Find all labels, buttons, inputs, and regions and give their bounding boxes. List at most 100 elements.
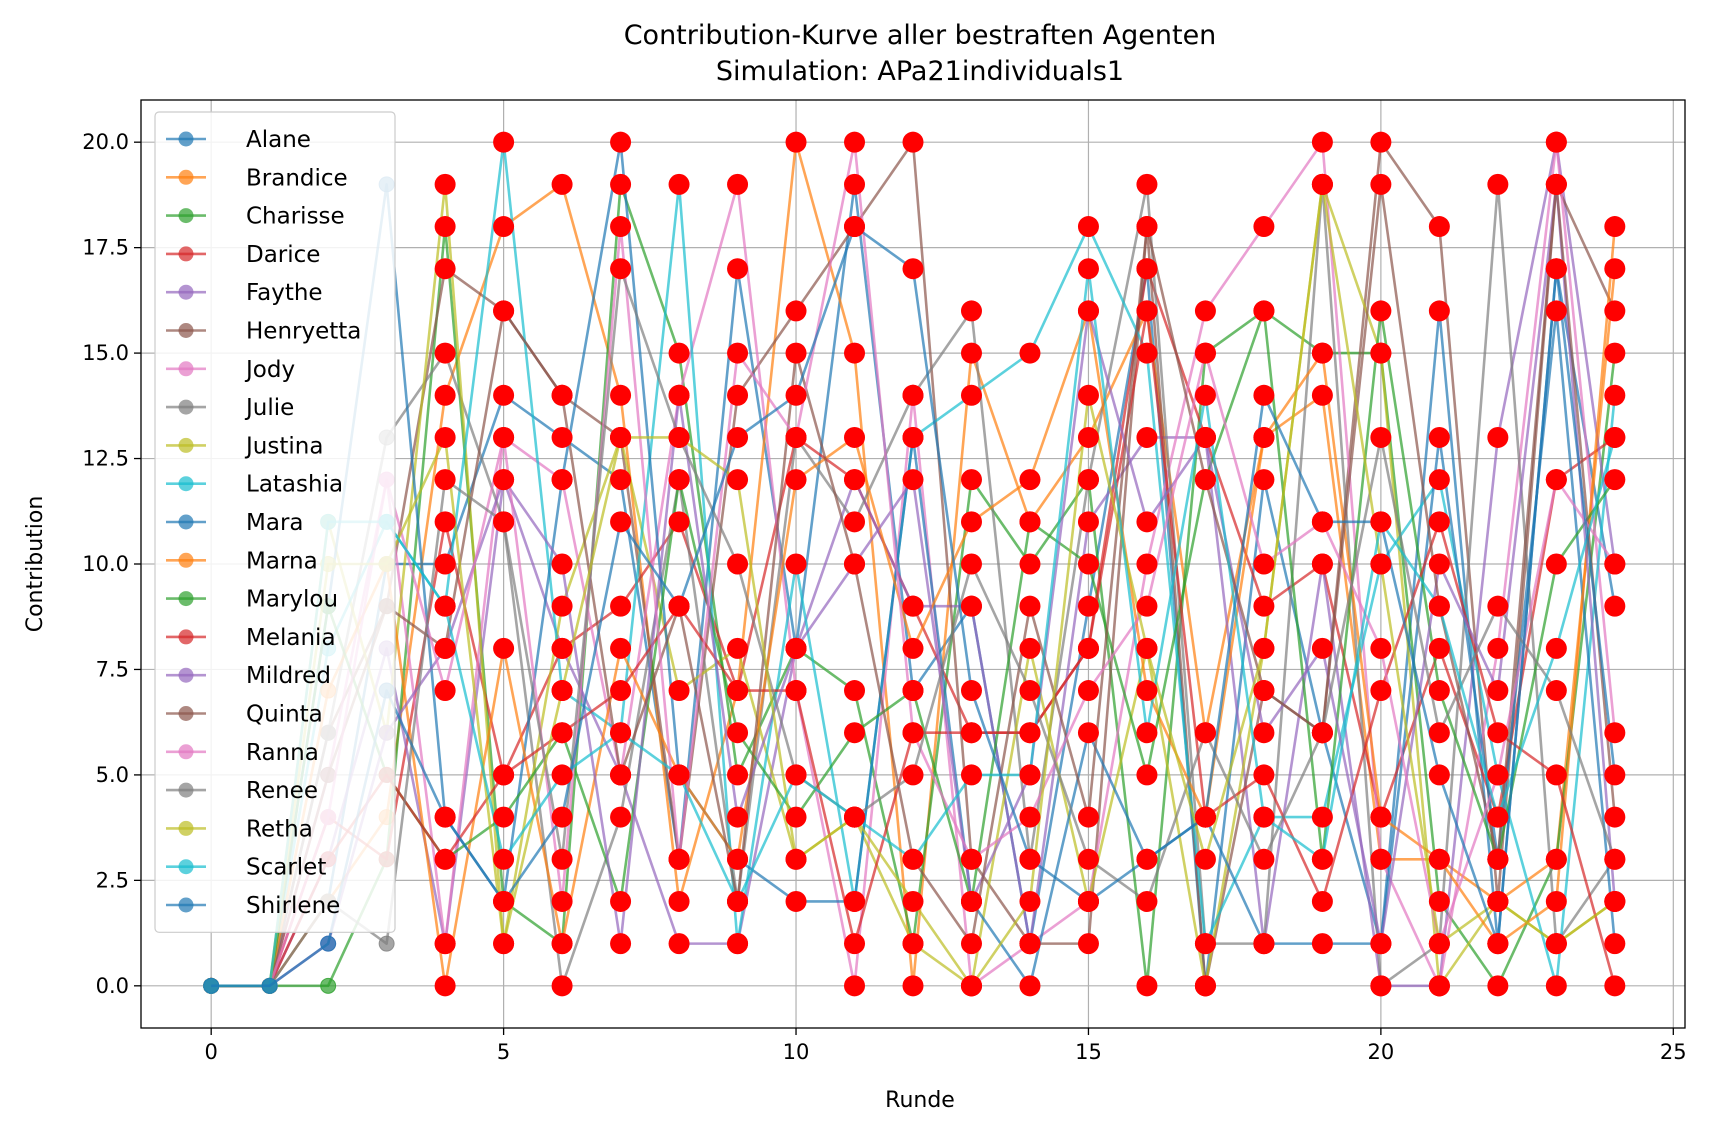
- punishment-marker: [1487, 426, 1509, 448]
- punishment-marker: [1019, 806, 1041, 828]
- punishment-marker: [610, 384, 632, 406]
- y-tick-label: 15.0: [82, 341, 129, 365]
- punishment-marker: [727, 258, 749, 280]
- punishment-markers: [434, 131, 1626, 997]
- punishment-marker: [551, 469, 573, 491]
- punishment-marker: [1604, 848, 1626, 870]
- legend-marker: [178, 284, 194, 300]
- punishment-marker: [1019, 511, 1041, 533]
- punishment-marker: [1019, 722, 1041, 744]
- punishment-marker: [434, 595, 456, 617]
- punishment-marker: [551, 426, 573, 448]
- punishment-marker: [960, 848, 982, 870]
- punishment-marker: [1311, 848, 1333, 870]
- punishment-marker: [610, 511, 632, 533]
- legend-marker: [178, 744, 194, 760]
- punishment-marker: [902, 848, 924, 870]
- chart-subtitle: Simulation: APa21individuals1: [716, 56, 1124, 87]
- data-point: [320, 935, 337, 952]
- punishment-marker: [1545, 933, 1567, 955]
- data-point: [203, 977, 220, 994]
- punishment-marker: [785, 890, 807, 912]
- punishment-marker: [493, 511, 515, 533]
- punishment-marker: [1194, 933, 1216, 955]
- punishment-marker: [844, 680, 866, 702]
- punishment-marker: [1253, 848, 1275, 870]
- punishment-marker: [1545, 300, 1567, 322]
- punishment-marker: [960, 933, 982, 955]
- punishment-marker: [1428, 637, 1450, 659]
- legend-label: Alane: [246, 127, 311, 153]
- x-tick-label: 10: [783, 1040, 810, 1064]
- legend-marker: [178, 246, 194, 262]
- punishment-marker: [610, 722, 632, 744]
- punishment-marker: [1077, 933, 1099, 955]
- punishment-marker: [1487, 890, 1509, 912]
- punishment-marker: [1545, 680, 1567, 702]
- punishment-marker: [610, 806, 632, 828]
- punishment-marker: [610, 258, 632, 280]
- punishment-marker: [1077, 806, 1099, 828]
- legend-item: Faythe: [166, 280, 323, 306]
- punishment-marker: [1428, 216, 1450, 238]
- punishment-marker: [1077, 637, 1099, 659]
- punishment-marker: [960, 722, 982, 744]
- punishment-marker: [1604, 258, 1626, 280]
- punishment-marker: [610, 890, 632, 912]
- punishment-marker: [493, 216, 515, 238]
- legend-item: Brandice: [166, 165, 348, 191]
- legend-label: Melania: [246, 625, 336, 651]
- legend-marker: [178, 399, 194, 415]
- punishment-marker: [1545, 469, 1567, 491]
- punishment-marker: [551, 890, 573, 912]
- punishment-marker: [1604, 216, 1626, 238]
- punishment-marker: [1428, 469, 1450, 491]
- punishment-marker: [1370, 131, 1392, 153]
- punishment-marker: [1253, 722, 1275, 744]
- x-tick-label: 20: [1368, 1040, 1395, 1064]
- punishment-marker: [1487, 173, 1509, 195]
- legend-item: Mara: [166, 510, 304, 536]
- punishment-marker: [551, 637, 573, 659]
- punishment-marker: [434, 258, 456, 280]
- punishment-marker: [902, 637, 924, 659]
- punishment-marker: [1136, 173, 1158, 195]
- punishment-marker: [1194, 300, 1216, 322]
- x-tick-label: 25: [1660, 1040, 1687, 1064]
- y-tick-label: 20.0: [82, 130, 129, 154]
- punishment-marker: [1311, 342, 1333, 364]
- punishment-marker: [1487, 806, 1509, 828]
- punishment-marker: [960, 764, 982, 786]
- punishment-marker: [493, 469, 515, 491]
- punishment-marker: [434, 553, 456, 575]
- punishment-marker: [1136, 595, 1158, 617]
- punishment-marker: [493, 933, 515, 955]
- punishment-marker: [610, 469, 632, 491]
- punishment-marker: [1428, 764, 1450, 786]
- punishment-marker: [960, 680, 982, 702]
- punishment-marker: [844, 975, 866, 997]
- punishment-marker: [493, 764, 515, 786]
- punishment-marker: [493, 384, 515, 406]
- punishment-marker: [1545, 258, 1567, 280]
- punishment-marker: [610, 595, 632, 617]
- punishment-marker: [844, 890, 866, 912]
- punishment-marker: [1136, 342, 1158, 364]
- punishment-marker: [1077, 595, 1099, 617]
- punishment-marker: [668, 511, 690, 533]
- punishment-marker: [493, 848, 515, 870]
- punishment-marker: [902, 469, 924, 491]
- punishment-marker: [727, 848, 749, 870]
- punishment-marker: [1136, 216, 1158, 238]
- punishment-marker: [668, 342, 690, 364]
- punishment-marker: [960, 595, 982, 617]
- punishment-marker: [1253, 637, 1275, 659]
- y-tick-label: 10.0: [82, 552, 129, 576]
- punishment-marker: [434, 806, 456, 828]
- punishment-marker: [610, 173, 632, 195]
- punishment-marker: [610, 764, 632, 786]
- legend-item: Marylou: [166, 587, 338, 613]
- legend-label: Renee: [246, 778, 318, 804]
- punishment-marker: [1604, 426, 1626, 448]
- punishment-marker: [434, 848, 456, 870]
